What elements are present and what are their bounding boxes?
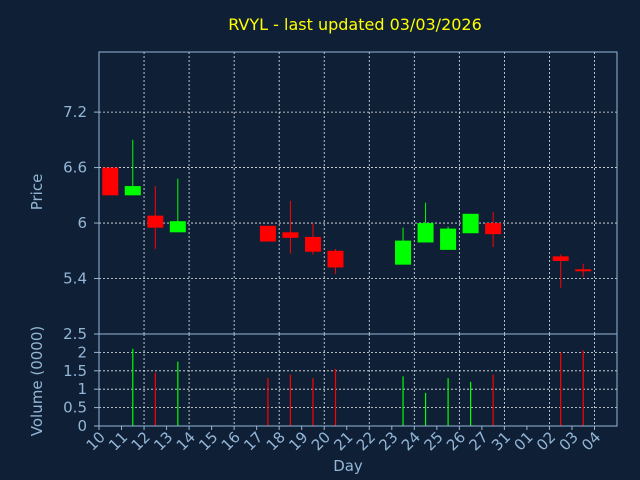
price-tick-label: 7.2 bbox=[63, 103, 87, 121]
candle-body bbox=[462, 213, 479, 234]
candle-body bbox=[440, 228, 457, 250]
volume-panel-frame bbox=[98, 333, 618, 427]
candle-body bbox=[282, 232, 299, 238]
volume-tick-label: 0.5 bbox=[63, 399, 87, 417]
volume-axis-label: Volume (0000) bbox=[28, 326, 46, 436]
price-y-ticks: 7.2 6.6 6 5.4 bbox=[63, 103, 99, 288]
candle-body bbox=[304, 236, 321, 252]
chart-title: RVYL - last updated 03/03/2026 bbox=[228, 15, 482, 34]
price-tick-label: 6.6 bbox=[63, 159, 87, 177]
price-grid bbox=[99, 52, 617, 334]
candle-body bbox=[169, 221, 186, 233]
candle-body bbox=[259, 225, 276, 242]
price-axis-label: Price bbox=[28, 174, 46, 211]
candle-body bbox=[124, 186, 141, 196]
candle-body bbox=[417, 223, 434, 243]
volume-tick-label: 1.5 bbox=[63, 362, 87, 380]
x-ticks: 1011121314151617181920212223242526273101… bbox=[83, 426, 604, 454]
candle-body bbox=[552, 256, 569, 261]
candle-body bbox=[327, 250, 344, 268]
x-tick-label: 04 bbox=[578, 428, 604, 454]
volume-grid bbox=[99, 334, 617, 426]
price-tick-label: 6 bbox=[77, 214, 87, 232]
candles bbox=[102, 139, 592, 288]
candle-body bbox=[395, 240, 412, 265]
volume-tick-label: 0 bbox=[77, 417, 87, 435]
candle-body bbox=[147, 215, 164, 228]
volume-tick-label: 2 bbox=[77, 343, 87, 361]
candle-body bbox=[575, 269, 592, 272]
price-panel-frame bbox=[98, 51, 618, 335]
x-axis-label: Day bbox=[333, 457, 363, 475]
candle-body bbox=[102, 167, 119, 196]
volume-tick-label: 1 bbox=[77, 380, 87, 398]
candle-body bbox=[485, 223, 502, 235]
volume-tick-label: 2.5 bbox=[63, 325, 87, 343]
volume-bars bbox=[132, 348, 584, 426]
price-tick-label: 5.4 bbox=[63, 270, 87, 288]
volume-y-ticks: 2.521.510.50 bbox=[63, 325, 99, 435]
